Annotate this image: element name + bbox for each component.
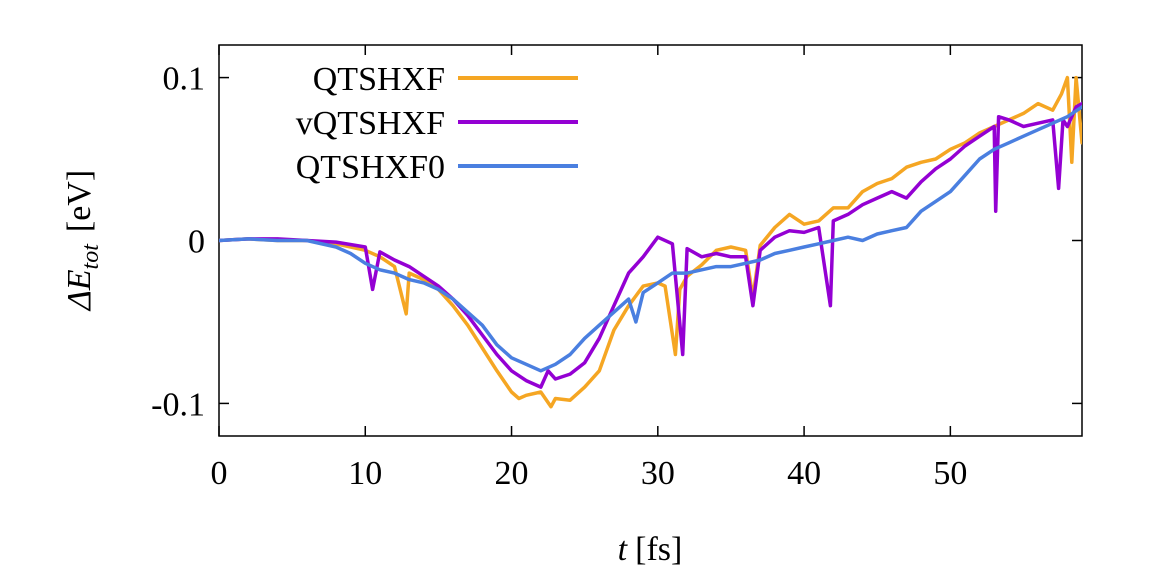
- legend-label: QTSHXF0: [296, 149, 445, 186]
- y-tick-label: 0: [188, 224, 205, 261]
- x-tick-label: 40: [787, 455, 821, 492]
- x-axis-unit: [fs]: [635, 531, 682, 568]
- x-axis: 0 10 20 30 40 50: [211, 45, 967, 492]
- legend-label: vQTSHXF: [296, 105, 445, 142]
- x-tick-label: 0: [211, 455, 228, 492]
- y-axis-prefix: ΔE: [61, 269, 98, 312]
- x-tick-label: 50: [933, 455, 967, 492]
- plot-frame: [218, 44, 1083, 437]
- x-tick-label: 30: [641, 455, 675, 492]
- y-tick-label: -0.1: [151, 386, 205, 423]
- series-group: [219, 75, 1082, 409]
- legend: QTSHXF vQTSHXF QTSHXF0: [296, 61, 578, 186]
- y-axis-unit: [eV]: [61, 170, 98, 232]
- series-line-vqtshxf: [219, 101, 1082, 389]
- legend-label: QTSHXF: [313, 61, 445, 98]
- y-axis-subscript: tot: [78, 243, 104, 270]
- x-axis-variable: t: [618, 531, 629, 568]
- x-axis-label: t [fs]: [618, 531, 683, 568]
- x-tick-label: 20: [495, 455, 529, 492]
- x-tick-label: 10: [348, 455, 382, 492]
- y-tick-label: 0.1: [163, 61, 206, 98]
- series-line-qtshxf0: [219, 105, 1082, 373]
- y-axis-label: ΔEtot [eV]: [61, 170, 104, 312]
